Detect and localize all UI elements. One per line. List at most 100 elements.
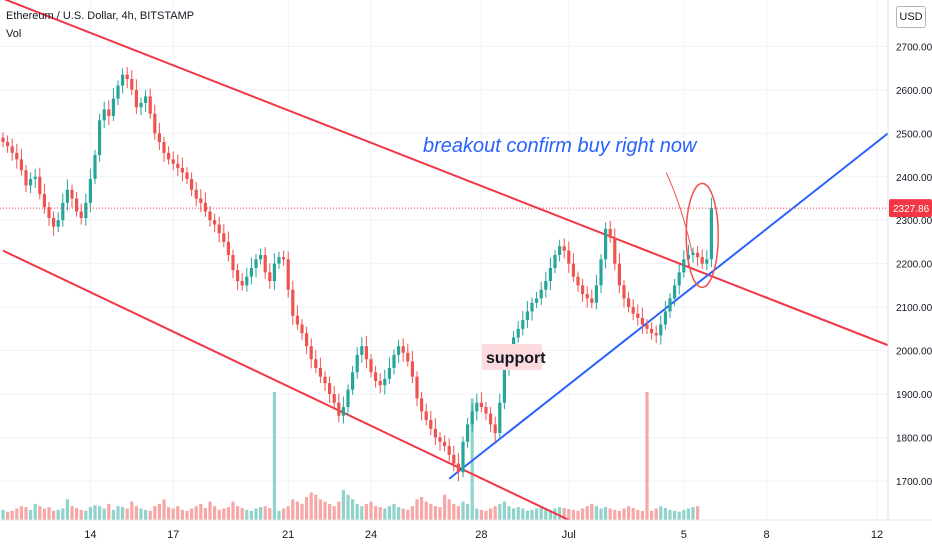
volume-bar bbox=[176, 506, 180, 520]
volume-bar bbox=[677, 511, 681, 520]
candle-body bbox=[461, 441, 465, 473]
volume-bar bbox=[240, 508, 244, 520]
time-tick-label: 14 bbox=[84, 529, 96, 541]
candle-body bbox=[295, 315, 299, 325]
candle-body bbox=[585, 294, 589, 299]
volume-bar bbox=[452, 503, 456, 520]
volume-bar bbox=[525, 510, 529, 520]
volume-bar bbox=[185, 510, 189, 520]
candle-body bbox=[194, 189, 198, 199]
candle-body bbox=[420, 398, 424, 412]
candle-body bbox=[475, 402, 479, 412]
candle-body bbox=[535, 298, 539, 303]
candle-body bbox=[516, 328, 520, 338]
time-tick-label: 17 bbox=[167, 529, 179, 541]
volume-bar bbox=[691, 507, 695, 520]
volume-bar bbox=[415, 499, 419, 520]
volume-bar bbox=[650, 510, 654, 520]
breakout-circle bbox=[685, 182, 719, 289]
candle-body bbox=[415, 376, 419, 399]
volume-bar bbox=[590, 503, 594, 520]
volume-bar bbox=[696, 506, 700, 520]
price-tick-label: 2500.00 bbox=[896, 129, 932, 140]
volume-bar bbox=[489, 508, 493, 520]
volume-bar bbox=[38, 506, 42, 520]
volume-bar bbox=[282, 508, 286, 520]
volume-bar bbox=[521, 508, 525, 520]
candle-body bbox=[10, 146, 14, 153]
candle-body bbox=[79, 211, 83, 219]
volume-bar bbox=[70, 506, 74, 520]
candle-body bbox=[489, 413, 493, 425]
volume-bar bbox=[502, 501, 506, 520]
candle-body bbox=[199, 198, 203, 203]
time-axis[interactable]: 14 17 21 24 28 Jul 5 8 12 bbox=[0, 519, 932, 550]
volume-bar bbox=[157, 503, 161, 520]
volume-bar bbox=[88, 507, 92, 520]
candle-body bbox=[369, 359, 373, 373]
volume-bar bbox=[374, 506, 378, 520]
volume-bar bbox=[479, 509, 483, 520]
volume-bar bbox=[194, 506, 198, 520]
candle-body bbox=[61, 202, 65, 221]
volume-bar bbox=[429, 503, 433, 520]
candle-body bbox=[650, 328, 654, 334]
candle-body bbox=[300, 324, 304, 334]
candle-body bbox=[346, 389, 350, 408]
candle-body bbox=[387, 367, 391, 379]
volume-bar bbox=[226, 507, 230, 520]
volume-bar bbox=[645, 392, 649, 520]
channel-top-trendline bbox=[3, 0, 932, 364]
volume-bar bbox=[84, 510, 88, 520]
candle-body bbox=[254, 259, 258, 268]
price-axis[interactable]: 1700.00 1800.00 1900.00 2000.00 2100.00 2200.… bbox=[887, 0, 932, 520]
candle-body bbox=[604, 228, 608, 260]
volume-bar bbox=[180, 509, 184, 520]
candle-body bbox=[208, 211, 212, 221]
candle-body bbox=[443, 441, 447, 447]
candle-body bbox=[134, 89, 138, 108]
volume-label[interactable]: Vol bbox=[6, 28, 22, 40]
candle-body bbox=[111, 98, 115, 116]
candle-body bbox=[19, 159, 23, 171]
price-tick-label: 1800.00 bbox=[896, 433, 932, 444]
volume-bar bbox=[323, 501, 327, 520]
price-tick-label: 1700.00 bbox=[896, 477, 932, 488]
candle-body bbox=[406, 352, 410, 362]
candle-body bbox=[323, 376, 327, 384]
volume-bar bbox=[111, 509, 115, 520]
symbol-title[interactable]: Ethereum / U.S. Dollar, 4h, BITSTAMP bbox=[6, 10, 195, 22]
candle-body bbox=[314, 359, 318, 368]
volume-bar bbox=[52, 510, 56, 520]
volume-bar bbox=[245, 509, 249, 520]
candle-body bbox=[121, 74, 125, 86]
candle-body bbox=[627, 298, 631, 308]
currency-button[interactable]: USD bbox=[896, 6, 926, 28]
volume-bar bbox=[622, 508, 626, 520]
volume-bar bbox=[337, 501, 341, 520]
volume-bar bbox=[498, 503, 502, 520]
volume-bar bbox=[424, 501, 428, 520]
candle-body bbox=[521, 320, 525, 329]
candle-body bbox=[581, 285, 585, 295]
volume-bar bbox=[236, 506, 240, 520]
volume-bar bbox=[617, 510, 621, 520]
trendlines[interactable] bbox=[2, 0, 932, 526]
candle-body bbox=[1, 137, 5, 142]
candle-body bbox=[56, 220, 60, 227]
price-tick-label: 2000.00 bbox=[896, 347, 932, 358]
candle-body bbox=[544, 281, 548, 290]
volume-bar bbox=[562, 508, 566, 520]
price-tick-label: 2700.00 bbox=[896, 42, 932, 53]
time-tick-label: 21 bbox=[282, 529, 294, 541]
volume-bar bbox=[383, 508, 387, 520]
volume-bars bbox=[1, 392, 700, 520]
volume-bar bbox=[461, 501, 465, 520]
volume-bar bbox=[295, 501, 299, 520]
channel-bottom-trendline bbox=[2, 249, 579, 526]
candle-body bbox=[567, 250, 571, 264]
breakout-arrow bbox=[665, 172, 693, 253]
candle-body bbox=[558, 246, 562, 255]
volume-bar bbox=[249, 510, 253, 520]
